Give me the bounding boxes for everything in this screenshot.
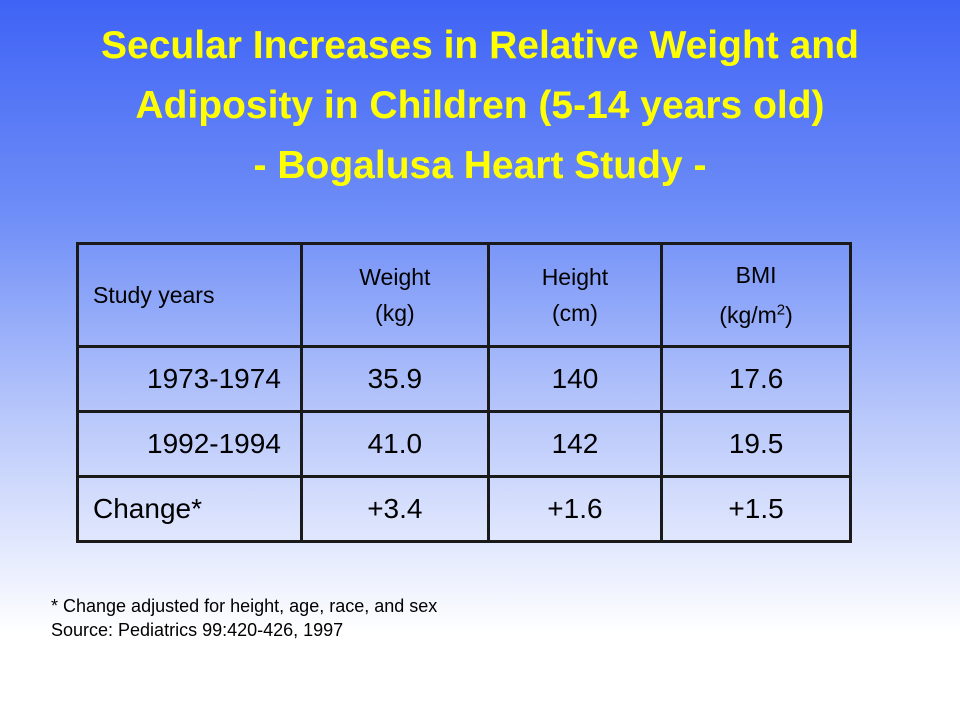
header-weight-line-1: Weight [359, 264, 431, 290]
cell-weight: +3.4 [299, 475, 490, 543]
row-label: Change* [76, 475, 303, 543]
cell-bmi: +1.5 [660, 475, 852, 543]
footnote-source: Source: Pediatrics 99:420-426, 1997 [51, 620, 344, 640]
table-header-row: Study years Weight (kg) Height (cm) BMI … [76, 242, 852, 348]
header-height-line-1: Height [541, 264, 609, 290]
header-height-line-2: (cm) [551, 300, 598, 326]
header-weight: Weight (kg) [299, 242, 490, 348]
header-bmi-unit-post: ) [785, 302, 793, 329]
header-bmi-unit-sup: 2 [776, 301, 786, 319]
table-row: 1992-1994 41.0 142 19.5 [76, 410, 852, 478]
header-height: Height (cm) [486, 242, 664, 348]
header-bmi-unit: (kg/m2) [719, 301, 793, 329]
table-row: Change* +3.4 +1.6 +1.5 [76, 475, 852, 543]
row-label: 1992-1994 [76, 410, 303, 478]
header-weight-line-2: (kg) [375, 300, 415, 326]
cell-bmi: 17.6 [660, 345, 852, 413]
header-bmi-unit-pre: (kg/m [719, 302, 777, 329]
cell-weight: 41.0 [299, 410, 490, 478]
footnotes: * Change adjusted for height, age, race,… [51, 594, 437, 642]
slide-title-line-2: Adiposity in Children (5-14 years old) [135, 84, 825, 127]
header-bmi-line-1: BMI [735, 261, 777, 288]
cell-weight: 35.9 [299, 345, 490, 413]
study-data-table: Study years Weight (kg) Height (cm) BMI … [76, 242, 852, 543]
header-study-years: Study years [76, 242, 303, 348]
cell-bmi: 19.5 [660, 410, 852, 478]
cell-height: 142 [486, 410, 664, 478]
slide-title-line-1: Secular Increases in Relative Weight and [101, 24, 859, 67]
row-label: 1973-1974 [76, 345, 303, 413]
slide-title-line-3: - Bogalusa Heart Study - [253, 144, 707, 187]
header-bmi: BMI (kg/m2) [660, 242, 852, 348]
cell-height: +1.6 [486, 475, 664, 543]
table-row: 1973-1974 35.9 140 17.6 [76, 345, 852, 413]
slide-title: Secular Increases in Relative Weight and… [0, 16, 960, 196]
footnote-adjustment: * Change adjusted for height, age, race,… [51, 596, 438, 616]
cell-height: 140 [486, 345, 664, 413]
